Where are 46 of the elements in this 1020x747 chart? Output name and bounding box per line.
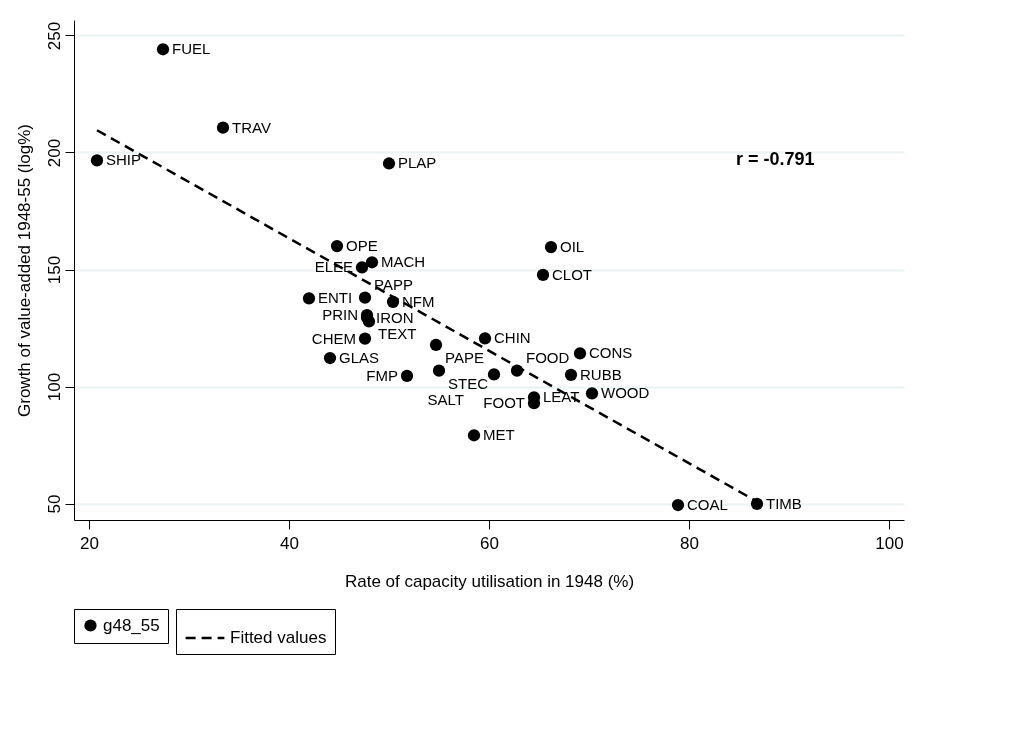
data-label: CHIN — [494, 329, 531, 347]
y-axis-title: Growth of value-added 1948-55 (log%) — [14, 124, 34, 417]
legend-label: g48_55 — [103, 615, 160, 635]
data-label: FOOD — [526, 348, 570, 366]
data-label: SALT — [427, 391, 464, 409]
x-tick-label: 20 — [80, 533, 99, 553]
data-label: OIL — [560, 238, 585, 256]
data-label: TIMB — [766, 494, 802, 512]
y-tick-label: 50 — [44, 494, 64, 514]
data-label: ELEE — [314, 258, 353, 276]
data-label: COAL — [687, 496, 728, 514]
data-label: FUEL — [172, 40, 211, 58]
data-label: TEXT — [378, 325, 417, 343]
x-tick-label: 80 — [680, 533, 699, 553]
x-tick-label: 100 — [875, 533, 904, 553]
x-axis-title: Rate of capacity utilisation in 1948 (%) — [344, 571, 635, 591]
y-tick-label: 100 — [44, 372, 64, 402]
annotation: r = -0.791 — [736, 149, 815, 169]
data-label: MACH — [381, 253, 426, 271]
data-label: LEAT — [543, 388, 580, 406]
data-label: FMP — [366, 366, 398, 384]
data-label: PAPE — [445, 348, 484, 366]
data-label: PLAP — [398, 154, 437, 172]
data-label: WOOD — [601, 384, 650, 402]
y-tick-label: 150 — [44, 255, 64, 285]
data-label: GLAS — [339, 349, 380, 367]
data-label: OPE — [346, 237, 378, 255]
data-label: NFM — [402, 292, 435, 310]
data-label: FOOT — [483, 394, 525, 412]
data-label: CLOT — [552, 265, 593, 283]
legend-label: Fitted values — [230, 628, 327, 647]
data-label: CHEM — [311, 329, 356, 347]
data-label: TRAV — [232, 118, 271, 136]
data-label: PAPP — [374, 275, 413, 293]
x-tick-label: 60 — [480, 533, 499, 553]
y-tick-label: 200 — [44, 138, 64, 168]
data-label: RUBB — [580, 365, 622, 383]
x-tick-label: 40 — [280, 533, 299, 553]
y-tick-label: 250 — [44, 21, 64, 51]
data-label: IRON — [376, 308, 414, 326]
data-label: MET — [483, 426, 515, 444]
data-label: STEC — [448, 374, 489, 392]
data-label: CONS — [589, 344, 633, 362]
data-label: ENTI — [318, 289, 353, 307]
data-label: PRIN — [322, 306, 358, 324]
data-label: SHIP — [106, 151, 142, 169]
